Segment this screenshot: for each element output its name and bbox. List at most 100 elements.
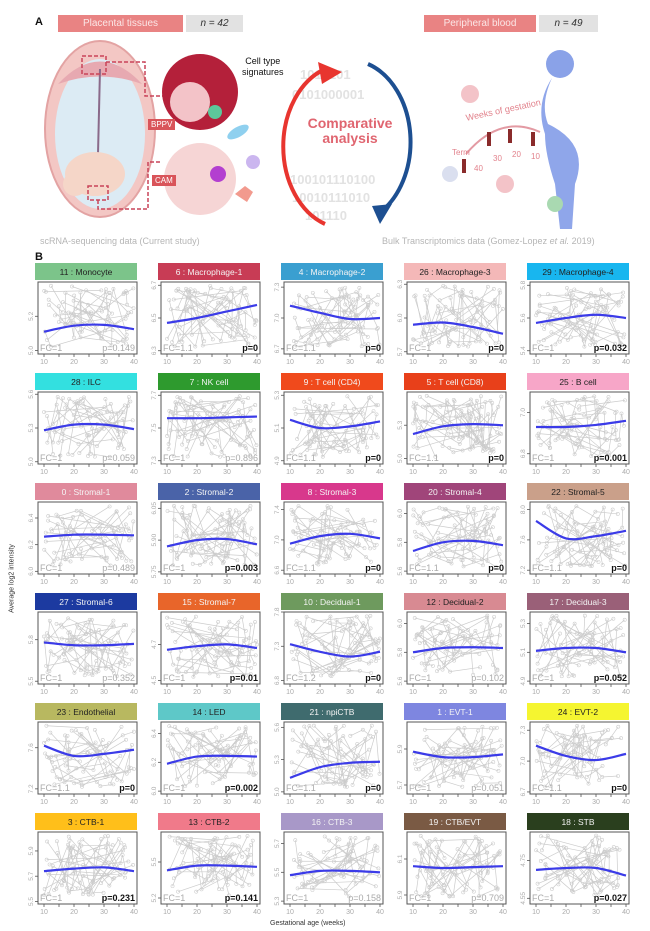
data-point [218, 633, 223, 638]
individual-line [560, 737, 600, 759]
data-point [317, 554, 322, 558]
individual-line [425, 300, 441, 332]
data-point [188, 779, 192, 784]
data-point [566, 674, 571, 679]
individual-line [432, 748, 444, 760]
data-point [374, 729, 378, 734]
data-point [295, 437, 300, 441]
data-point [437, 743, 442, 748]
caption-text: Bulk Transcriptomics data (Gomez-Lopez [382, 236, 550, 246]
data-point [239, 324, 243, 329]
data-point [601, 541, 606, 546]
data-point [337, 330, 342, 335]
individual-line [91, 521, 101, 532]
individual-line [171, 287, 246, 343]
data-point [295, 525, 300, 530]
data-point [46, 892, 51, 896]
individual-line [345, 527, 377, 546]
data-point [218, 338, 223, 343]
data-point [180, 340, 185, 344]
data-point [306, 429, 311, 434]
x-tick-label: 20 [562, 689, 570, 696]
fold-change-label: FC=1 [163, 563, 185, 573]
data-point [49, 529, 54, 534]
data-point [327, 666, 331, 670]
data-point [121, 429, 126, 434]
individual-line [297, 295, 361, 329]
data-point [334, 724, 338, 729]
data-point [166, 447, 171, 451]
data-point [540, 322, 544, 327]
x-tick-label: 30 [592, 799, 600, 806]
individual-lines [292, 285, 382, 349]
data-point [254, 748, 258, 753]
panel-title: 26 : Macrophage-3 [419, 267, 491, 277]
plot-frame [283, 831, 384, 905]
data-point [107, 883, 112, 888]
data-point [245, 334, 250, 339]
data-point [485, 511, 490, 516]
data-point [617, 655, 621, 659]
data-point [54, 775, 59, 780]
data-point [217, 777, 222, 782]
data-point [545, 833, 550, 838]
data-point [432, 408, 437, 413]
individual-line [558, 759, 583, 781]
data-point [227, 877, 231, 881]
data-point [167, 834, 172, 839]
data-point [578, 877, 583, 882]
data-point [212, 660, 217, 665]
data-point [170, 884, 175, 889]
individual-line [186, 296, 224, 310]
x-tick-label: 40 [253, 469, 261, 476]
panel-title-box [527, 263, 629, 280]
trend-curve [43, 641, 135, 647]
data-point [339, 546, 344, 550]
data-point [376, 646, 381, 651]
individual-line [420, 835, 467, 890]
data-point [623, 398, 627, 403]
individual-line [574, 289, 596, 297]
data-point [65, 885, 70, 890]
data-point [371, 783, 376, 788]
data-point [553, 506, 558, 511]
data-point [311, 619, 316, 624]
data-point [541, 419, 546, 423]
individual-line [48, 757, 114, 786]
individual-line [303, 507, 332, 563]
data-point [58, 562, 63, 567]
y-tick-label: 5.6 [274, 722, 281, 731]
trend-curve [412, 646, 504, 654]
data-point [171, 747, 176, 752]
individual-line [175, 616, 197, 643]
data-point [176, 889, 180, 894]
data-point [48, 344, 53, 349]
data-point [319, 528, 323, 533]
data-point [319, 673, 323, 678]
data-point [426, 894, 431, 899]
data-point [332, 518, 337, 523]
trend-curve [166, 643, 258, 651]
individual-line [88, 417, 112, 445]
data-point [305, 448, 310, 452]
individual-line [422, 627, 433, 667]
x-tick-label: 10 [532, 799, 540, 806]
data-point [479, 428, 484, 432]
data-point [68, 630, 72, 635]
data-point [310, 888, 315, 892]
data-point [456, 748, 461, 753]
data-point [615, 659, 620, 664]
data-point [50, 562, 55, 567]
data-point [539, 778, 544, 783]
x-tick-label: 40 [622, 469, 630, 476]
data-point [237, 834, 242, 839]
individual-line [416, 843, 500, 898]
data-point [566, 400, 570, 405]
panel-a-illustration: 10101010101000001 1001011101001001011101… [44, 40, 579, 229]
data-point [214, 639, 219, 644]
data-point [421, 779, 426, 784]
data-point [74, 508, 79, 513]
data-point [107, 454, 112, 459]
data-point [324, 289, 329, 294]
